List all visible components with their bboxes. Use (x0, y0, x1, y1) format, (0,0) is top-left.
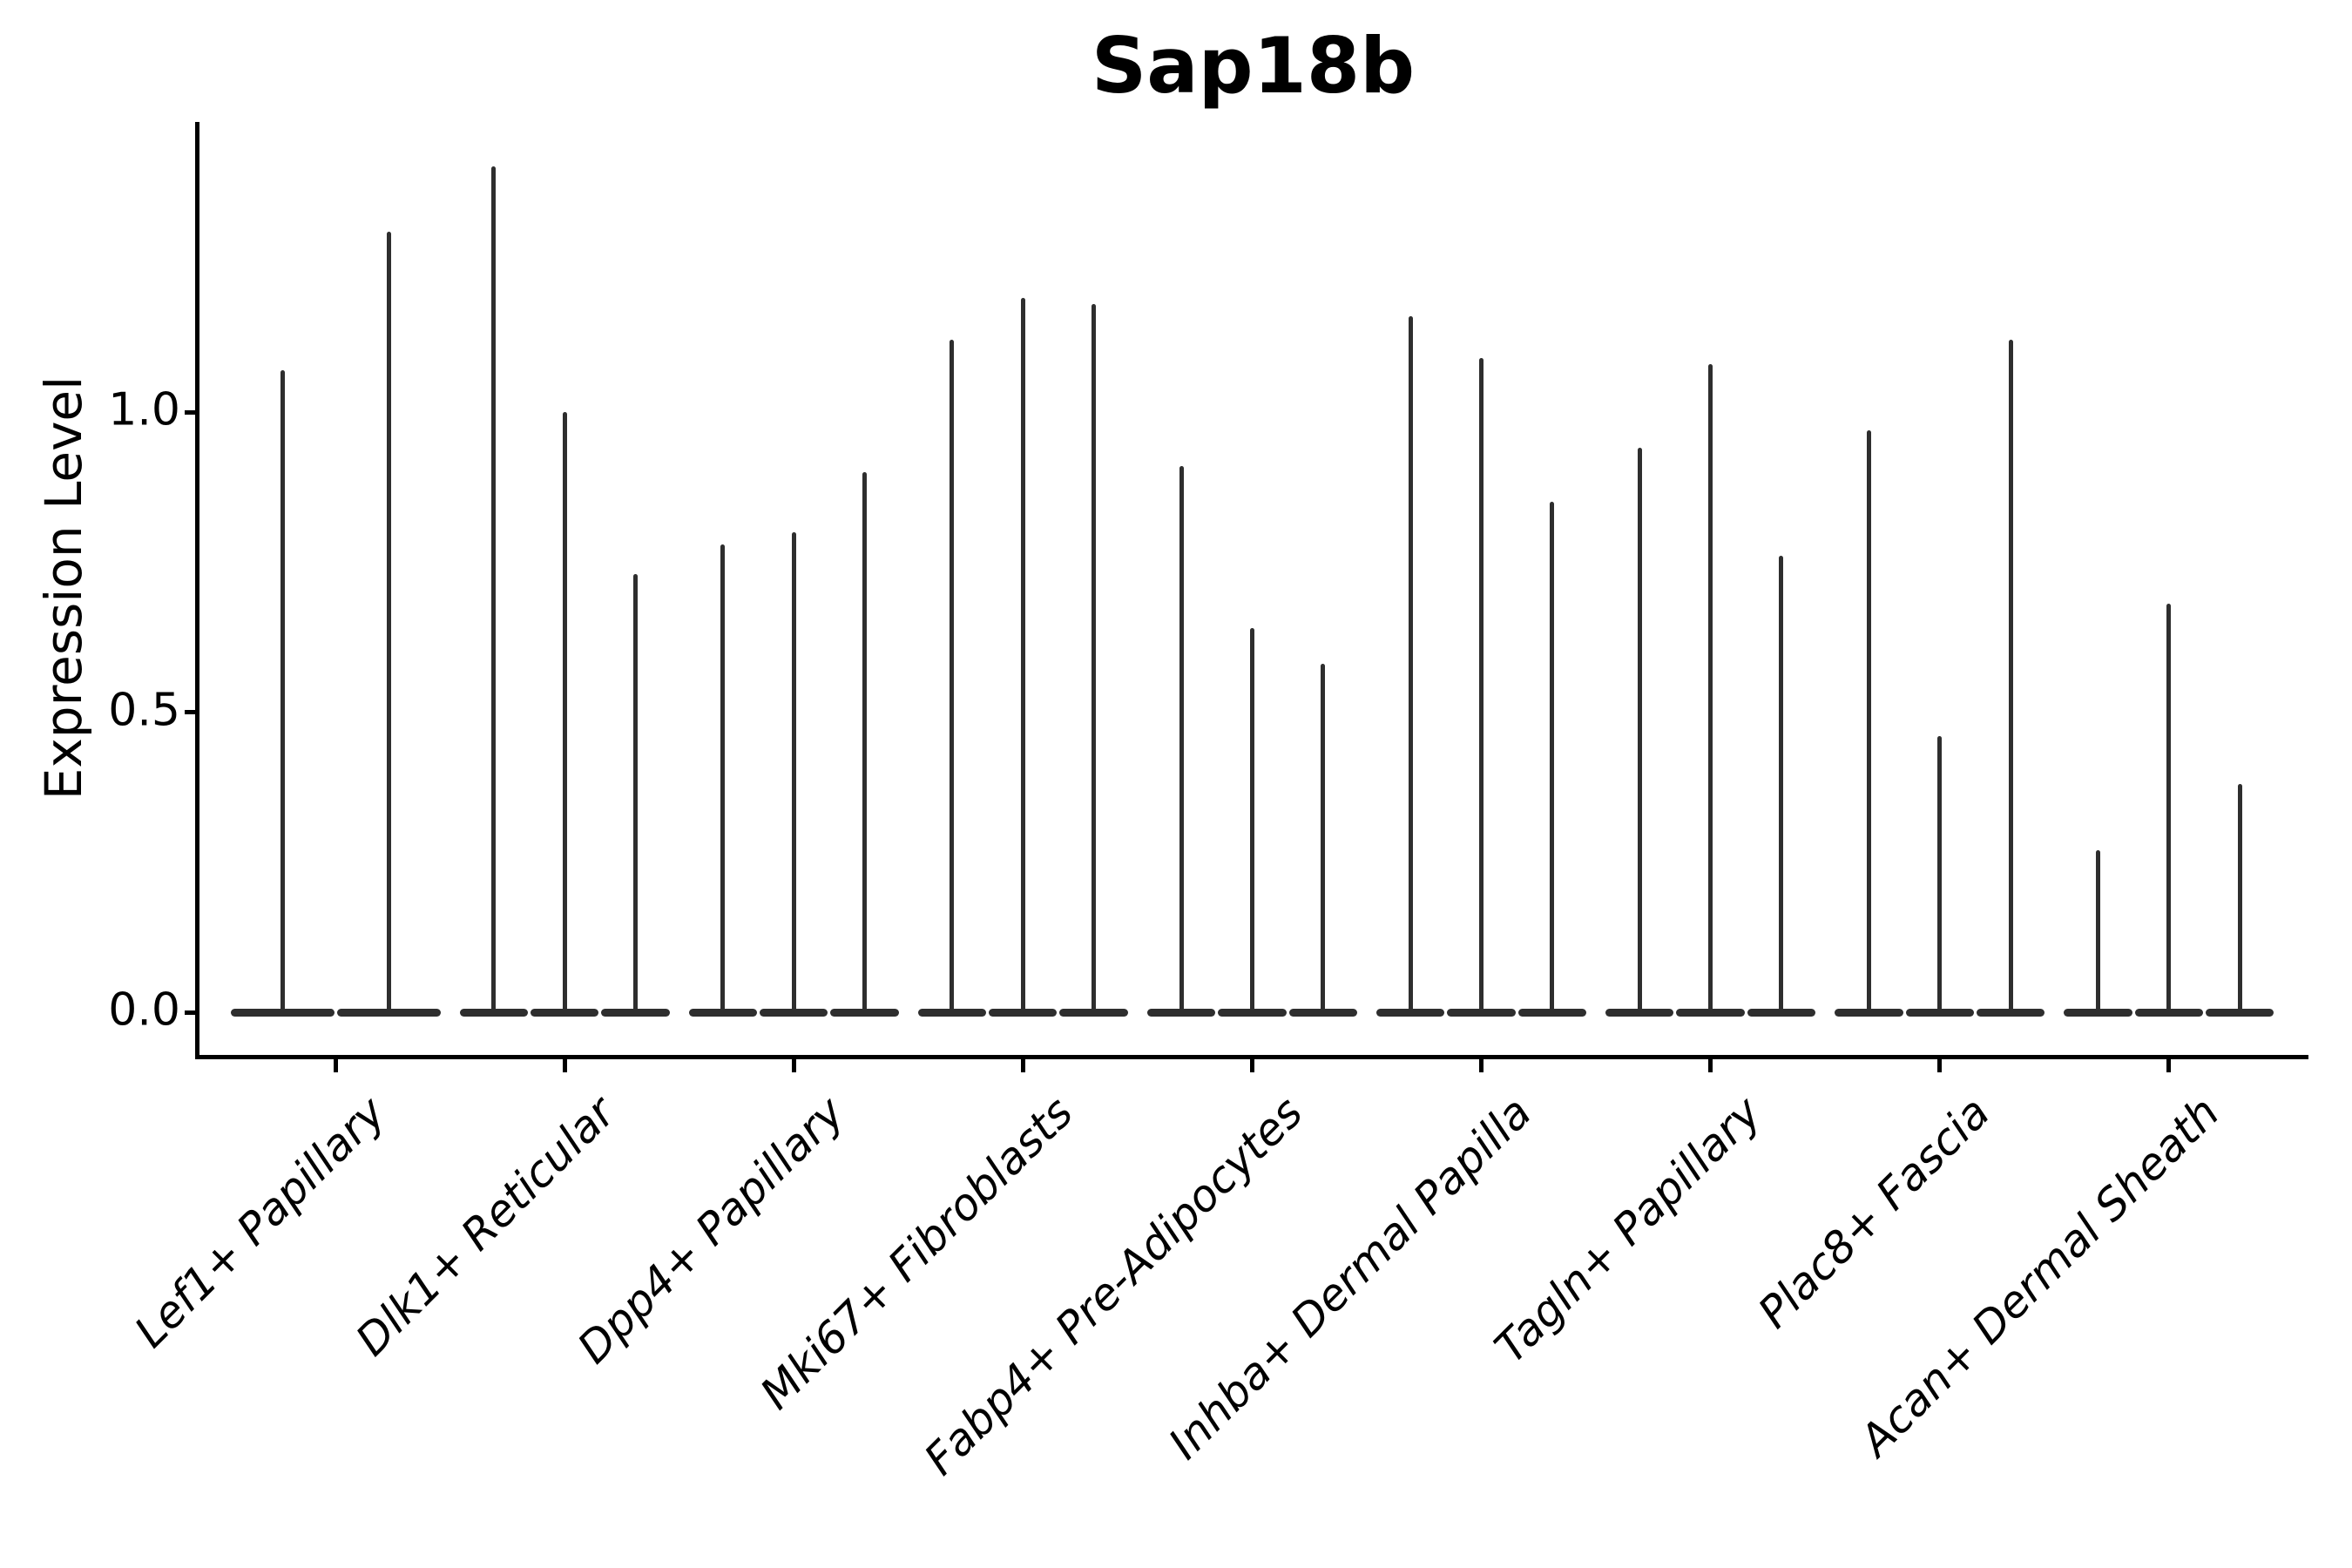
x-tick-mark (791, 1055, 796, 1072)
y-axis-label: Expression Level (34, 375, 93, 801)
x-tick-mark (2166, 1055, 2172, 1072)
violin-tail-spike (1179, 466, 1184, 1012)
violin-body (1905, 1008, 1974, 1017)
violin-tail-spike (1479, 357, 1484, 1012)
violin-tail-spike (1550, 502, 1555, 1012)
y-axis-spine (195, 122, 199, 1059)
violin-tail-spike (720, 544, 726, 1012)
x-tick-mark (562, 1055, 567, 1072)
x-tick-mark (1708, 1055, 1713, 1072)
violin-tail-spike (491, 166, 497, 1012)
y-tick-label: 0.5 (108, 684, 180, 737)
y-tick-mark (185, 710, 197, 714)
violin-body (989, 1008, 1058, 1017)
violin-body (1447, 1008, 1516, 1017)
violin-body (336, 1008, 441, 1017)
violin-body (1376, 1008, 1445, 1017)
violin-body (1605, 1008, 1674, 1017)
violin-tail-spike (2008, 340, 2013, 1012)
violin-body (601, 1008, 670, 1017)
x-tick-label: Plac8+ Fascia (1748, 1086, 2000, 1338)
violin-tail-spike (280, 369, 285, 1012)
violin-body (2064, 1008, 2132, 1017)
violin-body (1288, 1008, 1357, 1017)
violin-tail-spike (1637, 448, 1642, 1012)
y-tick-mark (185, 409, 197, 415)
violin-tail-spike (1092, 303, 1097, 1012)
violin-body (1676, 1008, 1745, 1017)
x-tick-label: Lef1+ Papillary (125, 1086, 395, 1358)
x-tick-mark (1249, 1055, 1254, 1072)
chart-title: Sap18b (1091, 21, 1416, 111)
x-tick-mark (1020, 1055, 1025, 1072)
violin-body (1747, 1008, 1816, 1017)
x-tick-mark (1937, 1055, 1943, 1072)
violin-tail-spike (2237, 784, 2242, 1012)
violin-body (2205, 1008, 2274, 1017)
violin-body (230, 1008, 335, 1017)
y-tick-mark (185, 1010, 197, 1015)
violin-tail-spike (950, 340, 955, 1012)
violin-body (1976, 1008, 2045, 1017)
violin-body (760, 1008, 828, 1017)
violin-tail-spike (791, 531, 796, 1012)
violin-tail-spike (1937, 736, 1943, 1012)
violin-body (459, 1008, 528, 1017)
violin-tail-spike (1779, 556, 1784, 1012)
x-tick-mark (333, 1055, 338, 1072)
violin-body (530, 1008, 599, 1017)
violin-tail-spike (632, 574, 638, 1012)
x-tick-mark (1479, 1055, 1484, 1072)
y-tick-label: 0.0 (108, 983, 180, 1037)
x-tick-label: Fabp4+ Pre-Adipocytes (914, 1086, 1313, 1485)
violin-body (1835, 1008, 1903, 1017)
y-tick-label: 1.0 (108, 383, 180, 436)
violin-body (830, 1008, 899, 1017)
violin-tail-spike (1866, 429, 1871, 1012)
violin-body (1517, 1008, 1586, 1017)
violin-tail-spike (562, 412, 567, 1012)
violin-tail-spike (1249, 628, 1254, 1012)
y-axis-label-box: Expression Level (16, 174, 112, 1002)
violin-tail-spike (862, 471, 868, 1012)
violin-body (2134, 1008, 2203, 1017)
violin-tail-spike (1408, 315, 1413, 1012)
violin-tail-spike (386, 232, 391, 1012)
violin-tail-spike (1020, 298, 1025, 1012)
violin-body (688, 1008, 758, 1017)
violin-tail-spike (2095, 849, 2100, 1012)
violin-body (917, 1008, 987, 1017)
violin-tail-spike (1321, 664, 1326, 1012)
violin-body (1218, 1008, 1287, 1017)
violin-body (1146, 1008, 1216, 1017)
violin-tail-spike (1708, 363, 1713, 1012)
violin-tail-spike (2166, 604, 2172, 1012)
violin-body (1059, 1008, 1128, 1017)
